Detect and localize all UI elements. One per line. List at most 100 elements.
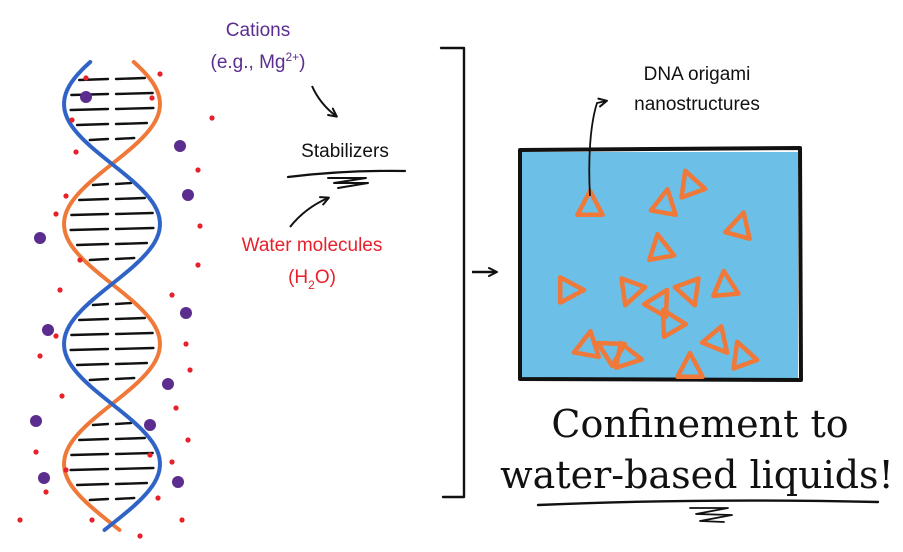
dna-base-pairs [69, 76, 155, 502]
base-pair-dash [69, 107, 110, 112]
nanostructures-label: nanostructures [634, 94, 760, 115]
base-pair-dash [114, 421, 133, 426]
water-formula-prefix: (H [288, 267, 308, 288]
base-pair-dash [114, 316, 147, 321]
triangle-icon [641, 287, 670, 320]
water-dot [169, 292, 175, 298]
water-dot [147, 452, 153, 458]
water-dot [195, 167, 201, 173]
base-pair-dash [69, 467, 110, 472]
water-dot [69, 117, 75, 123]
water-dot [53, 211, 59, 217]
cations-example-prefix: (e.g., Mg [211, 52, 286, 73]
base-pair-dash [88, 257, 110, 262]
cations-example-label: (e.g., Mg2+) [211, 50, 306, 73]
base-pair-dash [91, 302, 110, 307]
base-pair-dash [91, 182, 110, 187]
base-pair-dash [77, 197, 110, 202]
triangle-icon [557, 275, 587, 305]
cations-arrow-icon [311, 85, 338, 118]
water-dot [187, 367, 193, 373]
water-dot [195, 262, 201, 268]
origami-pointer-arrow-icon [588, 97, 608, 197]
dna-origami-triangles [557, 168, 760, 380]
water-formula-suffix: O) [315, 267, 336, 288]
base-pair-dash [88, 497, 110, 502]
water-dot [43, 489, 49, 495]
base-pair-dash [114, 241, 149, 246]
base-pair-dash [114, 76, 147, 81]
water-dot [157, 71, 163, 77]
cation-dot [34, 232, 46, 244]
ion-dots [17, 71, 215, 539]
base-pair-dash [114, 376, 136, 381]
base-pair-dash [114, 301, 133, 306]
triangle-icon [619, 276, 648, 308]
water-dot [173, 405, 179, 411]
cation-dot [30, 415, 42, 427]
base-pair-dash [114, 256, 136, 261]
base-pair-dash [114, 451, 154, 456]
triangle-icon [613, 340, 645, 370]
water-dot [183, 341, 189, 347]
base-pair-dash [69, 347, 110, 352]
base-pair-dash [114, 211, 154, 216]
base-pair-dash [69, 227, 110, 232]
water-dot [197, 223, 203, 229]
triangle-icon [672, 276, 701, 308]
base-pair-dash [114, 136, 136, 141]
water-dot [17, 517, 23, 523]
stabilizers-label: Stabilizers [301, 141, 389, 162]
triangle-icon [699, 324, 730, 355]
base-pair-dash [114, 181, 133, 186]
water-dot [83, 75, 89, 81]
water-dot [37, 353, 43, 359]
water-dot [63, 193, 69, 199]
water-formula-label: (H2O) [288, 267, 336, 292]
base-pair-dash [114, 106, 155, 111]
base-pair-dash [114, 436, 147, 441]
dna-strand-orange [62, 60, 162, 532]
cations-superscript: 2+ [285, 50, 299, 64]
water-dot [89, 517, 95, 523]
base-pair-dash [88, 137, 110, 142]
triangle-icon [723, 210, 752, 241]
headline-scribble [689, 507, 733, 523]
cations-example-suffix: ) [299, 52, 305, 73]
base-pair-dash [75, 362, 110, 367]
triangle-icon [675, 350, 705, 380]
base-pair-dash [70, 212, 110, 217]
triangle-icon [731, 339, 760, 371]
base-pair-dash [114, 496, 136, 501]
base-pair-dash [75, 122, 110, 127]
container-outline [518, 146, 803, 382]
base-pair-dash [114, 361, 149, 366]
water-dot [53, 333, 59, 339]
water-dot [155, 495, 161, 501]
headline-line-1: Confinement to [551, 402, 848, 446]
dna-origami-label: DNA origami [644, 64, 751, 85]
dna-strand-blue [62, 60, 162, 532]
cation-dot [174, 140, 186, 152]
water-dot [149, 95, 155, 101]
water-dot [209, 115, 215, 121]
cation-dot [80, 91, 92, 103]
water-dot [73, 149, 79, 155]
base-pair-dash [114, 331, 154, 336]
water-dot [185, 437, 191, 443]
triangle-icon [571, 328, 601, 360]
base-pair-dash [77, 317, 110, 322]
base-pair-dash [91, 422, 110, 427]
cation-dot [182, 189, 194, 201]
triangle-icon [679, 168, 708, 200]
triangle-icon [660, 307, 689, 340]
water-dot [137, 533, 143, 539]
base-pair-dash [70, 332, 110, 337]
water-dot [179, 517, 185, 523]
stabilizers-underline [286, 169, 407, 179]
base-pair-dash [77, 437, 110, 442]
water-dot [59, 393, 65, 399]
cation-dot [144, 419, 156, 431]
cation-dot [172, 476, 184, 488]
